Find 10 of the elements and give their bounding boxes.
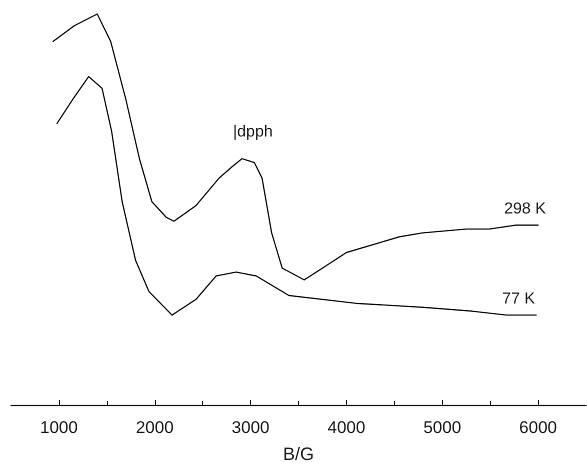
x-tick-label: 6000 — [519, 418, 557, 437]
x-tick-label: 1000 — [40, 418, 78, 437]
series-label: 77 K — [502, 290, 536, 308]
x-tick-label: 4000 — [328, 418, 366, 437]
x-tick-label: 5000 — [423, 418, 462, 437]
x-tick-label: 2000 — [136, 418, 174, 437]
series-label: 298 K — [504, 200, 546, 218]
x-axis-title: B/G — [282, 444, 314, 464]
x-tick-label: 3000 — [232, 418, 270, 437]
annotation: |dpph — [233, 124, 273, 140]
